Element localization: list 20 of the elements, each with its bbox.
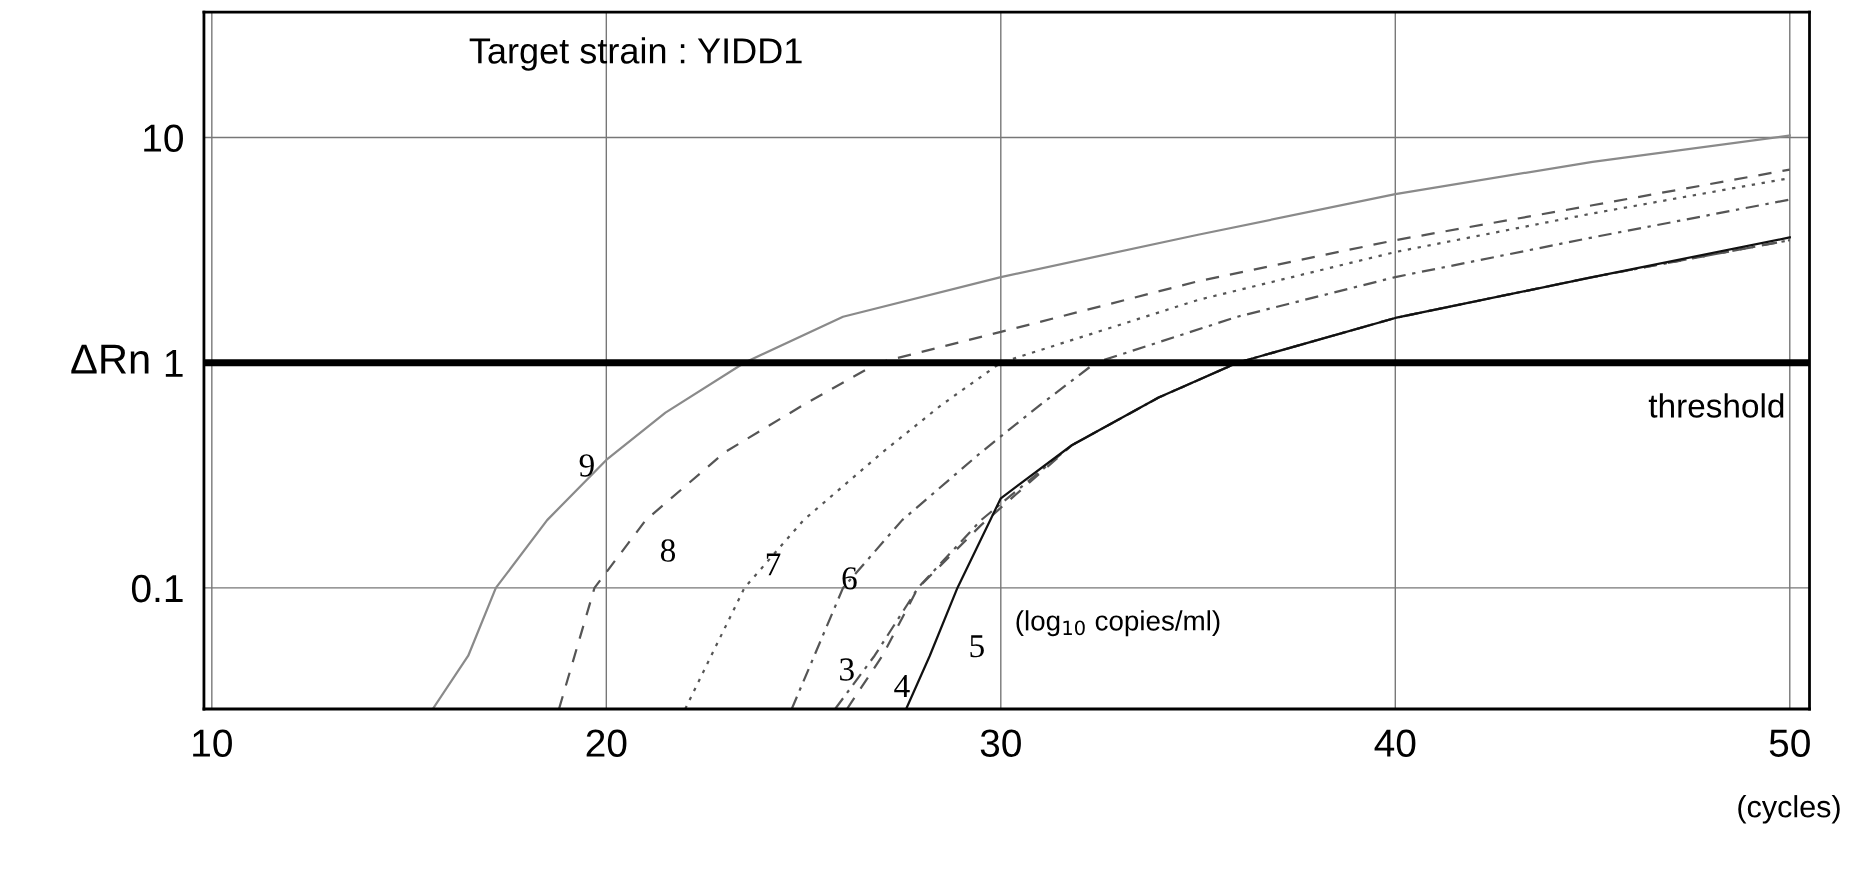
y-tick-label: 10 — [144, 124, 183, 152]
x-tick-label: 10 — [193, 729, 232, 757]
ref-line-label: threshold — [1648, 393, 1784, 418]
x-tick-label: 30 — [980, 729, 1021, 757]
text: Target strain : YIDD1 — [469, 37, 802, 71]
x-tick-label: 50 — [1769, 729, 1810, 757]
annotation: 7 — [766, 553, 781, 576]
y-tick-label: 0.1 — [131, 574, 183, 603]
annotation: (log$_{10}$ copies/ml) — [1016, 610, 1220, 637]
x-axis-title: (cycles) — [1738, 795, 1840, 824]
annotation: 9 — [579, 454, 594, 477]
annotation: 6 — [842, 567, 857, 590]
annotation: 8 — [660, 539, 676, 562]
annotation: 5 — [970, 635, 984, 658]
y-tick-label: 1 — [165, 350, 183, 377]
y-axis-title: ΔRn — [71, 344, 149, 374]
x-tick-label: 40 — [1374, 729, 1416, 757]
annotation: 3 — [840, 658, 854, 681]
x-tick-label: 20 — [586, 729, 627, 757]
annotation: 4 — [894, 675, 910, 698]
